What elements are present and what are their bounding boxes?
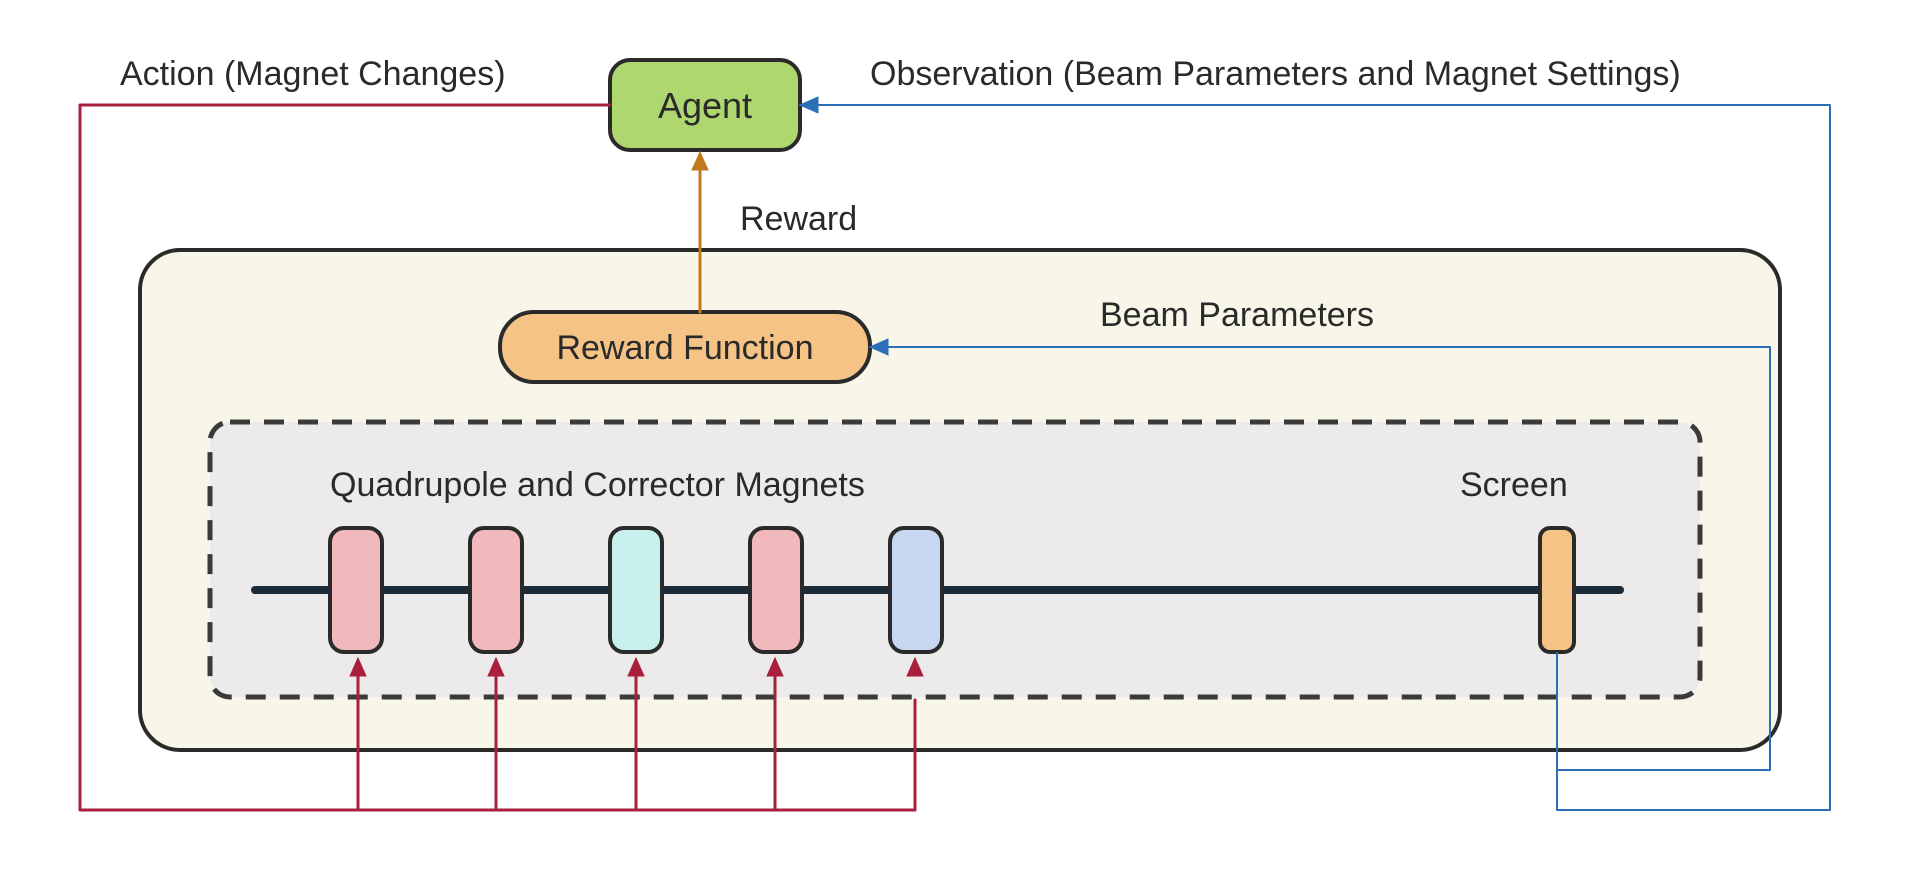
reward-function-label: Reward Function bbox=[556, 329, 813, 367]
rl-diagram-svg: Reward Function Agent bbox=[0, 0, 1908, 870]
magnet-2 bbox=[470, 528, 522, 652]
screen-element bbox=[1540, 528, 1574, 652]
agent-label: Agent bbox=[658, 85, 752, 126]
magnet-5 bbox=[890, 528, 942, 652]
magnet-3 bbox=[610, 528, 662, 652]
action-label: Action (Magnet Changes) bbox=[120, 55, 506, 94]
observation-label: Observation (Beam Parameters and Magnet … bbox=[870, 55, 1681, 94]
magnet-1 bbox=[330, 528, 382, 652]
screen-label: Screen bbox=[1460, 466, 1568, 505]
beam-parameters-label: Beam Parameters bbox=[1100, 296, 1374, 335]
magnet-4 bbox=[750, 528, 802, 652]
reward-label: Reward bbox=[740, 200, 857, 239]
magnets-label: Quadrupole and Corrector Magnets bbox=[330, 466, 865, 505]
beamline-box bbox=[210, 422, 1700, 697]
diagram-root: Reward Function Agent Action (Magnet Chan… bbox=[0, 0, 1908, 870]
